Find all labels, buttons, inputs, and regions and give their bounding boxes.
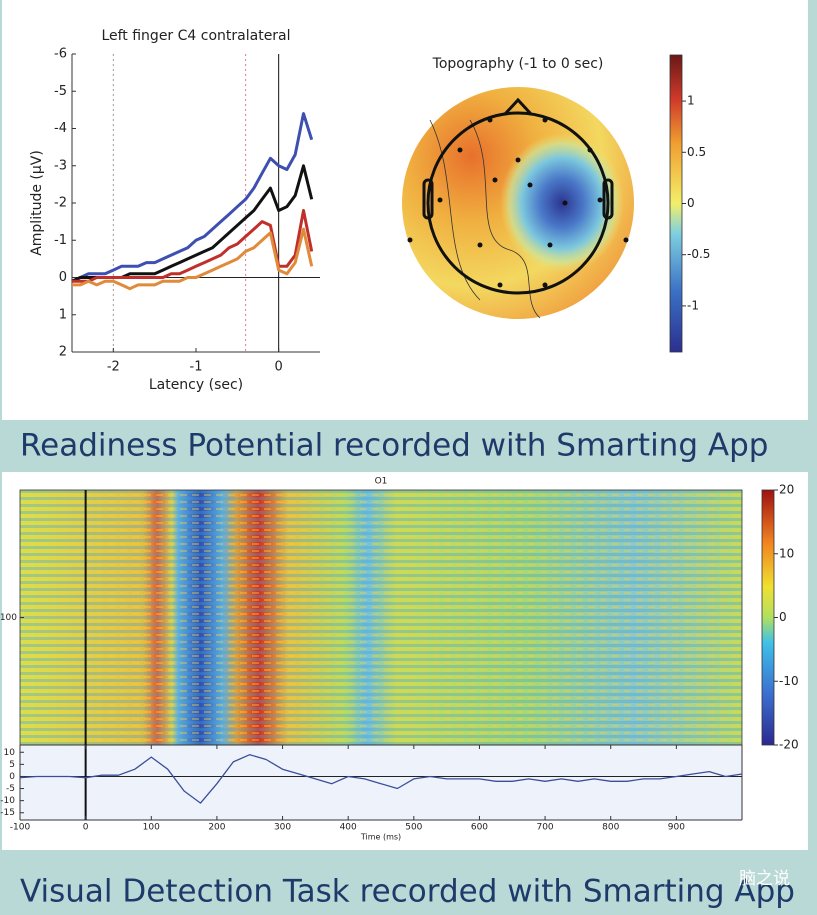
colorbar-label: -10: [779, 674, 799, 688]
x-axis-label: Latency (sec): [149, 377, 243, 393]
watermark: 脑之说: [739, 869, 790, 889]
colorbar: [669, 54, 683, 353]
y-tick-label: -1: [54, 233, 67, 248]
y-tick-label: 0: [59, 270, 67, 285]
y-tick-label: -6: [54, 47, 67, 62]
y-axis-label: Amplitude (µV): [29, 150, 45, 256]
y-tick-label: -2: [54, 196, 67, 211]
x-tick-label: 200: [208, 823, 225, 833]
series-line: [19, 754, 743, 804]
colorbar-label: 0.5: [687, 145, 706, 159]
x-tick-label: 900: [668, 823, 685, 833]
x-tick-label: 800: [602, 823, 619, 833]
y-tick-label: -5: [54, 84, 67, 99]
x-tick-label: 0: [275, 360, 283, 375]
x-tick-label: 500: [405, 823, 422, 833]
y-tick-label: -10: [0, 796, 15, 806]
y-tick-label: -5: [6, 784, 15, 794]
colorbar-label: 0: [779, 610, 787, 624]
x-tick-label: 300: [274, 823, 291, 833]
y-tick-label: -4: [54, 121, 67, 136]
x-tick-label: 400: [340, 823, 357, 833]
caption: Readiness Potential recorded with Smarti…: [20, 428, 768, 464]
y-tick-label: 0: [9, 772, 15, 782]
colorbar-label: -0.5: [687, 247, 710, 261]
y-tick-label: 2: [59, 345, 67, 360]
y-tick-label: 5: [9, 760, 15, 770]
colorbar-label: 0: [687, 196, 695, 210]
colorbar-label: 1: [687, 94, 695, 108]
topography-map: [402, 87, 634, 319]
colorbar-label: -20: [779, 738, 799, 752]
x-tick-label: -2: [107, 360, 120, 375]
colorbar-label: 20: [779, 483, 794, 497]
x-tick-label: -1: [190, 360, 203, 375]
x-tick-label: 100: [143, 823, 160, 833]
x-tick-label: 0: [83, 823, 89, 833]
colorbar-label: -1: [687, 298, 699, 312]
x-tick-label: -100: [10, 823, 31, 833]
colorbar-label: 10: [779, 546, 794, 560]
caption: Visual Detection Task recorded with Smar…: [20, 874, 795, 910]
series-line: [71, 112, 314, 283]
x-tick-label: 600: [471, 823, 488, 833]
series-line: [72, 227, 314, 291]
chart-title: Left finger C4 contralateral: [101, 28, 290, 44]
y-tick-label: 1: [59, 307, 67, 322]
y-tick-label: -15: [0, 808, 15, 818]
chart-title: Topography (-1 to 0 sec): [432, 56, 604, 72]
colorbar: [761, 489, 775, 746]
series-line: [72, 209, 314, 283]
plot-background: [20, 745, 742, 820]
x-tick-label: 700: [536, 823, 553, 833]
y-tick-label: 100: [0, 613, 17, 623]
y-tick-label: 10: [4, 748, 16, 758]
x-axis-label: Time (ms): [360, 833, 401, 842]
y-tick-label: -3: [54, 158, 67, 173]
chart-title: O1: [375, 477, 388, 487]
erp-image: [20, 490, 742, 745]
